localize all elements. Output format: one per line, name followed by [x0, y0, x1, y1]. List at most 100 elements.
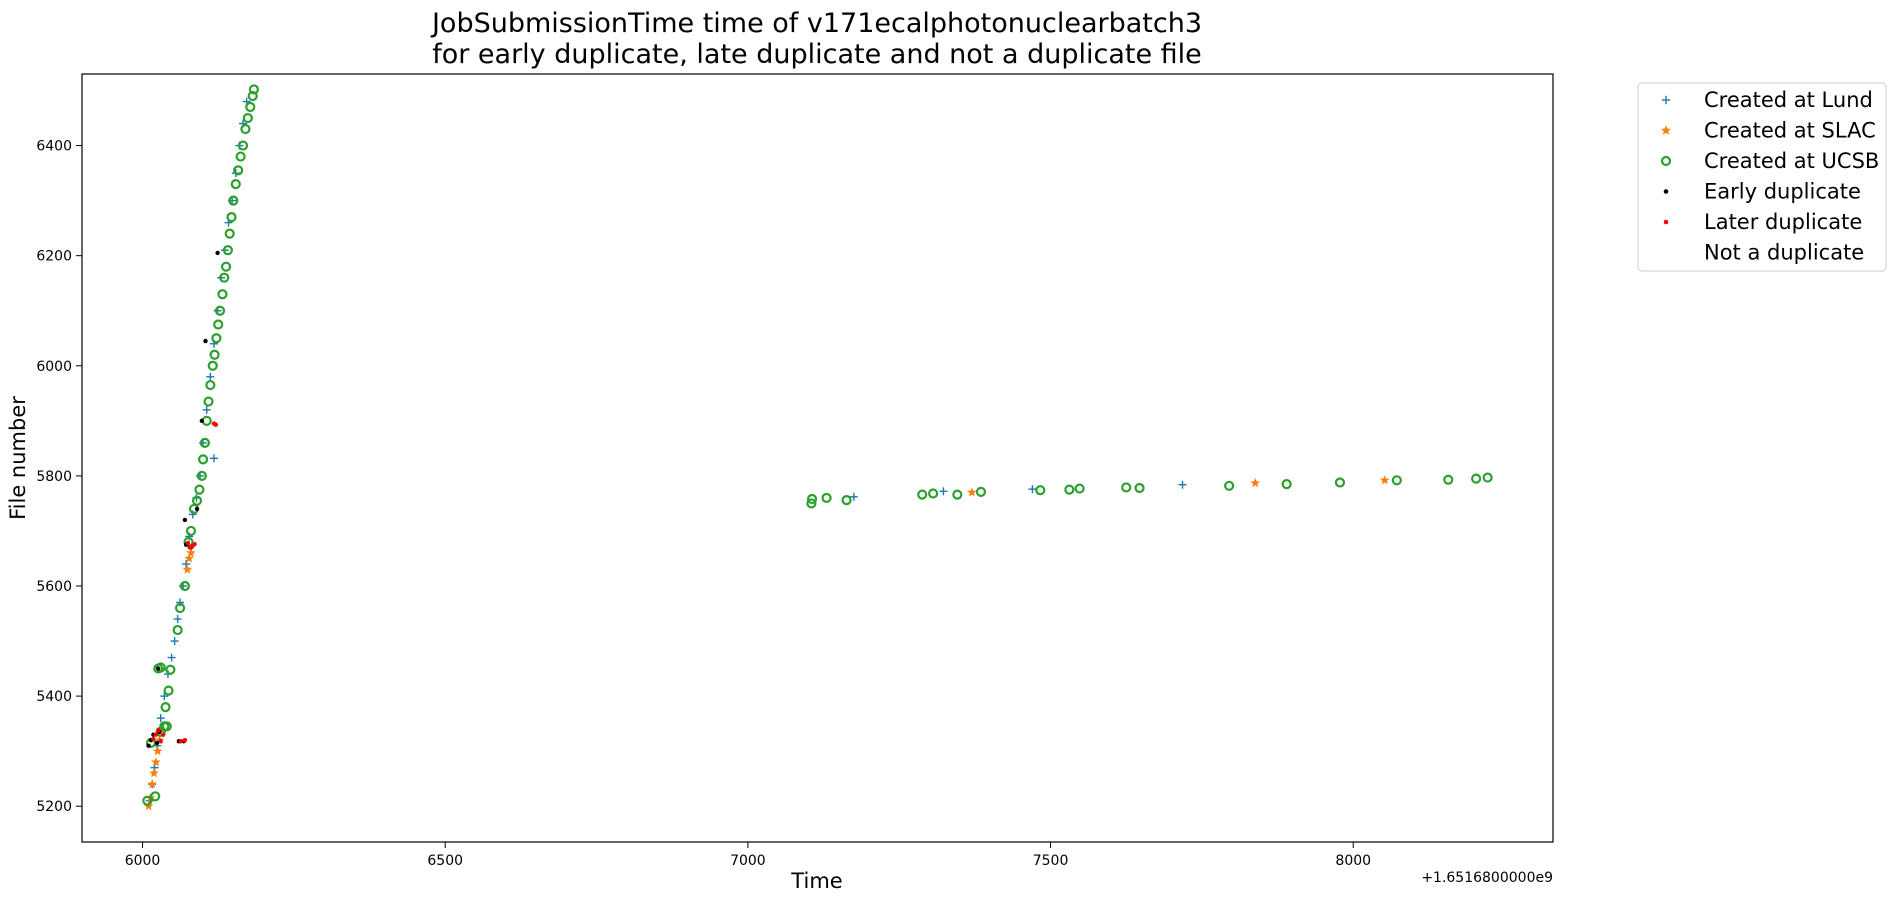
data-point-later-duplicate [158, 739, 163, 744]
data-point-created-at-ucsb [975, 486, 987, 497]
data-point-created-at-ucsb [220, 261, 232, 272]
legend-label-created-at-ucsb: Created at UCSB [1704, 149, 1879, 173]
data-point-created-at-slac [143, 801, 154, 811]
data-point-created-at-slac [1250, 478, 1260, 488]
data-point-created-at-ucsb [247, 90, 258, 102]
data-marks [142, 84, 1493, 811]
x-tick-label: 8000 [1335, 853, 1371, 869]
data-point-early-duplicate [199, 418, 205, 424]
data-point-created-at-ucsb [161, 721, 172, 732]
x-axis-label: Time [790, 869, 842, 893]
data-point-created-at-ucsb [245, 101, 256, 113]
y-tick-label: 6200 [36, 249, 72, 265]
data-point-created-at-lund [182, 559, 191, 568]
data-point-later-duplicate [182, 737, 188, 743]
data-point-created-at-ucsb [1064, 484, 1075, 495]
legend-item-created-at-slac: Created at SLAC [1661, 119, 1876, 143]
series-created-at-ucsb [142, 84, 1493, 806]
data-point-created-at-lund [1028, 485, 1037, 494]
series-later-duplicate [151, 421, 218, 744]
data-point-created-at-ucsb [1281, 479, 1292, 490]
legend-marker-created-at-lund [1661, 95, 1671, 105]
y-tick-label: 5800 [36, 469, 72, 485]
data-point-created-at-ucsb [952, 489, 963, 500]
data-point-created-at-ucsb [235, 151, 246, 162]
data-point-created-at-ucsb [240, 123, 251, 135]
data-point-later-duplicate [160, 732, 166, 737]
y-axis: 5200 5400 5600 5800 6000 6200 6400 [36, 139, 82, 815]
data-point-created-at-ucsb [174, 602, 186, 614]
data-point-created-at-lund [206, 372, 215, 381]
data-point-created-at-ucsb [219, 272, 230, 283]
data-point-created-at-slac [149, 768, 159, 778]
data-point-created-at-lund [156, 714, 165, 723]
data-point-created-at-ucsb [1391, 475, 1402, 486]
data-point-early-duplicate [146, 743, 151, 748]
data-point-created-at-ucsb [1074, 483, 1085, 494]
data-point-created-at-ucsb [172, 624, 183, 636]
data-point-created-at-ucsb [1224, 480, 1235, 491]
x-tick-label: 7500 [1033, 853, 1069, 869]
data-point-created-at-lund [202, 405, 211, 414]
x-tick-label: 6500 [427, 853, 463, 869]
data-point-created-at-ucsb [155, 726, 166, 737]
data-point-later-duplicate [213, 422, 218, 427]
data-point-created-at-ucsb [237, 140, 249, 151]
data-point-later-duplicate [151, 736, 156, 742]
data-point-created-at-lund [939, 487, 948, 496]
data-point-created-at-ucsb [806, 493, 818, 505]
data-point-created-at-ucsb [222, 245, 233, 256]
data-point-created-at-ucsb [213, 319, 224, 330]
data-point-early-duplicate [182, 517, 188, 523]
data-point-created-at-lund [1178, 480, 1187, 489]
data-point-created-at-ucsb [1482, 472, 1493, 483]
data-point-created-at-ucsb [230, 179, 241, 190]
x-axis: 6000 6500 7000 7500 8000 [125, 842, 1371, 869]
chart-title-line-2: for early duplicate, late duplicate and … [432, 39, 1202, 70]
x-axis-offset-label: +1.6516800000e9 [1421, 870, 1553, 886]
data-point-created-at-ucsb [1035, 485, 1046, 496]
y-tick-label: 5200 [36, 799, 72, 815]
data-point-created-at-ucsb [226, 212, 237, 223]
legend-label-created-at-lund: Created at Lund [1704, 88, 1873, 112]
data-point-early-duplicate [203, 338, 208, 344]
data-point-created-at-ucsb [248, 84, 260, 95]
data-point-created-at-ucsb [163, 685, 174, 696]
legend-marker-early-duplicate [1663, 189, 1669, 194]
data-point-created-at-ucsb [211, 333, 222, 344]
data-point-created-at-ucsb [821, 492, 832, 504]
y-tick-label: 5600 [36, 579, 72, 595]
data-point-created-at-ucsb [191, 495, 203, 506]
data-point-created-at-lund [849, 492, 858, 501]
legend-frame [1637, 82, 1887, 272]
legend-marker-created-at-ucsb [1660, 155, 1672, 167]
y-tick-label: 6400 [36, 139, 72, 155]
legend-item-later-duplicate: Later duplicate [1663, 210, 1862, 234]
data-point-created-at-lund [176, 598, 185, 607]
legend-item-not-a-duplicate: Not a duplicate [1704, 241, 1864, 265]
data-point-created-at-ucsb [150, 791, 161, 802]
data-point-created-at-ucsb [242, 112, 253, 124]
data-point-later-duplicate [178, 739, 183, 744]
data-point-created-at-slac [184, 553, 194, 563]
legend-item-early-duplicate: Early duplicate [1663, 180, 1861, 204]
data-point-created-at-slac [182, 564, 193, 574]
data-point-created-at-ucsb [197, 454, 209, 465]
data-point-created-at-lund [173, 615, 182, 624]
data-point-created-at-ucsb [841, 495, 852, 506]
data-point-created-at-ucsb [209, 349, 220, 360]
data-point-created-at-slac [152, 746, 163, 756]
data-point-created-at-ucsb [1334, 477, 1346, 488]
data-point-early-duplicate [156, 666, 161, 671]
data-point-created-at-slac [967, 487, 977, 497]
data-point-created-at-ucsb [205, 379, 216, 391]
legend-label-not-a-duplicate: Not a duplicate [1704, 241, 1864, 265]
data-point-created-at-lund [209, 454, 218, 463]
data-point-created-at-ucsb [207, 360, 218, 371]
data-point-created-at-slac [147, 779, 157, 789]
chart-title-line-1: JobSubmissionTime time of v171ecalphoton… [430, 8, 1202, 39]
y-tick-label: 6000 [36, 359, 72, 375]
data-point-later-duplicate [156, 728, 161, 733]
data-point-created-at-lund [160, 692, 169, 701]
